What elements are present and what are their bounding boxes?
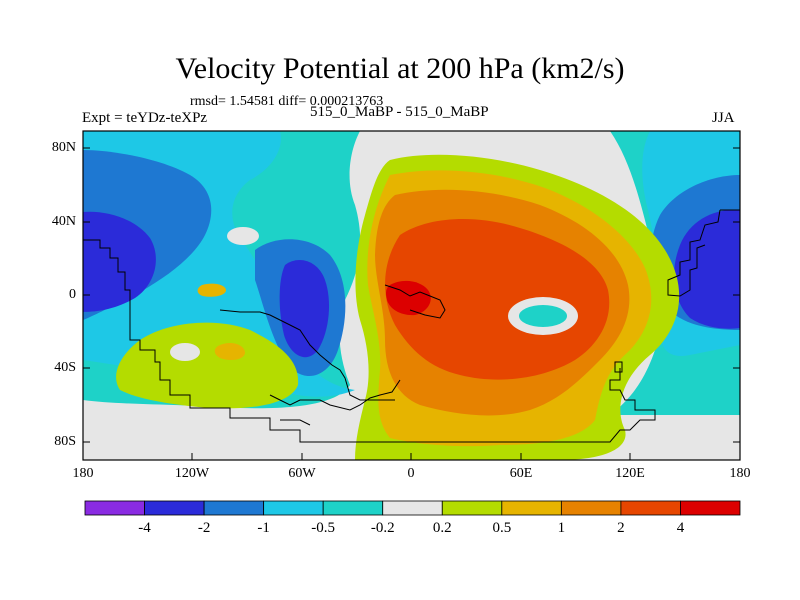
lat-tick-marks — [83, 147, 740, 443]
colorbar-swatch — [441, 500, 503, 516]
lat-label-40s: 40S — [54, 360, 76, 375]
colorbar-label: -0.5 — [311, 520, 336, 536]
colorbar-label: 1 — [557, 520, 566, 536]
colorbar-swatch — [501, 500, 562, 516]
field-positive-gold-small — [214, 342, 245, 361]
figure-title: Velocity Potential at 200 hPa (km2/s) — [175, 52, 625, 85]
colorbar-swatch — [144, 500, 205, 516]
colorbar-label: -4 — [138, 520, 151, 536]
colorbar-swatch — [382, 500, 443, 516]
colorbar-label: 0.5 — [492, 520, 512, 536]
lon-label-0: 0 — [407, 466, 415, 481]
colorbar — [84, 500, 741, 516]
colorbar-swatch — [203, 500, 265, 516]
colorbar-label: -1 — [257, 520, 270, 536]
field-negative-dark-east — [674, 209, 740, 329]
field-southpacific-neutral — [170, 343, 200, 361]
colorbar-label: 2 — [617, 520, 625, 536]
colorbar-swatch — [263, 500, 324, 516]
colorbar-label: -2 — [197, 520, 211, 536]
lon-label-60e: 60E — [509, 466, 533, 481]
field-negative-dark-west — [83, 211, 156, 312]
field-positive-darkorange — [385, 218, 610, 380]
colorbar-swatch — [322, 500, 384, 516]
lon-label-60w: 60W — [288, 466, 316, 481]
lat-label-80n: 80N — [51, 140, 76, 155]
lon-label-120w: 120W — [174, 466, 210, 481]
lon-label-180e: 180 — [729, 466, 751, 481]
lon-label-120e: 120E — [615, 466, 645, 481]
coastlines — [83, 209, 740, 443]
stats-label: rmsd= 1.54581 diff= 0.000213763 — [190, 94, 384, 109]
run-label: 515_0_MaBP - 515_0_MaBP — [310, 104, 489, 120]
field-pacific-neutral — [227, 227, 259, 245]
colorbar-label: -0.2 — [370, 520, 395, 536]
colorbar-label: 0.2 — [432, 520, 452, 536]
field-positive-gold-small-2 — [197, 283, 226, 297]
colorbar-swatch — [84, 500, 145, 516]
field-positive-green-south-atlantic — [116, 322, 299, 409]
lat-label-40n: 40N — [51, 214, 76, 229]
field-indian-negative — [519, 305, 567, 327]
lat-label-80s: 80S — [54, 434, 76, 449]
experiment-label: Expt = teYDz-teXPz — [82, 110, 208, 126]
season-label: JJA — [712, 110, 735, 126]
lon-tick-marks — [82, 453, 741, 460]
velocity-potential-field — [83, 131, 740, 460]
field-negative-dark-mid — [279, 260, 330, 358]
colorbar-swatch — [680, 500, 741, 516]
colorbar-label: 4 — [676, 520, 685, 536]
lon-label-180w: 180 — [72, 466, 94, 481]
lat-label-0: 0 — [69, 287, 76, 302]
colorbar-swatch — [560, 500, 622, 516]
colorbar-swatch — [620, 500, 681, 516]
